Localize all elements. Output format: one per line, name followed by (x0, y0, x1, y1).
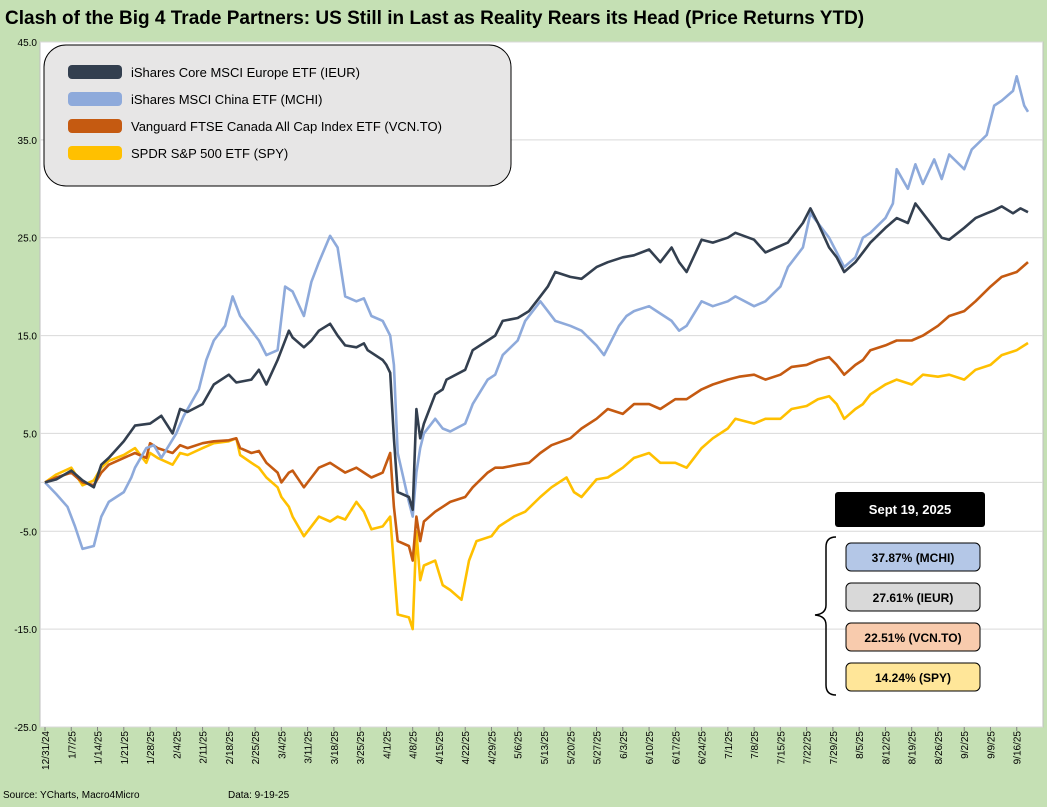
value-callout: Sept 19, 2025 37.87% (MCHI) 27.61% (IEUR) 2… (814, 492, 985, 696)
legend-label: iShares MSCI China ETF (MCHI) (131, 92, 322, 107)
value-badge (845, 662, 981, 692)
x-tick-label: 8/5/25 (855, 731, 866, 759)
y-tick-label: -25.0 (14, 723, 37, 734)
chart-title: Clash of the Big 4 Trade Partners: US St… (5, 8, 865, 29)
x-tick-label: 2/25/25 (251, 731, 262, 765)
x-tick-label: 5/20/25 (566, 731, 577, 765)
series-line-1 (44, 75, 1030, 551)
x-tick-label: 2/18/25 (225, 731, 236, 765)
series-line-2 (44, 261, 1029, 562)
x-tick-label: 4/15/25 (435, 731, 446, 765)
legend-label: iShares Core MSCI Europe ETF (IEUR) (131, 65, 360, 80)
brace (814, 536, 837, 696)
x-tick-label: 8/12/25 (881, 731, 892, 765)
value-badge (845, 582, 981, 612)
x-tick-label: 3/11/25 (304, 731, 315, 764)
x-axis: 12/31/24 1/7/25 1/14/25 1/21/25 1/28/25 2/4/2… (41, 727, 1024, 770)
legend-swatch (68, 65, 122, 79)
x-tick-label: 3/4/25 (277, 731, 288, 759)
data-date-note: Data: 9-19-25 (228, 790, 290, 801)
x-tick-label: 8/26/25 (934, 731, 945, 765)
x-tick-label: 3/25/25 (356, 731, 367, 765)
x-tick-label: 7/8/25 (750, 731, 761, 759)
y-tick-label: 45.0 (18, 38, 38, 49)
y-tick-label: 15.0 (18, 332, 38, 343)
value-badge (845, 542, 981, 572)
x-tick-label: 1/7/25 (67, 731, 78, 759)
x-tick-label: 4/29/25 (487, 731, 498, 765)
x-tick-label: 3/18/25 (330, 731, 341, 765)
y-tick-label: 35.0 (18, 136, 38, 147)
x-tick-label: 4/1/25 (382, 731, 393, 759)
x-tick-label: 1/21/25 (120, 731, 131, 765)
x-tick-label: 9/16/25 (1013, 731, 1024, 765)
x-tick-label: 5/27/25 (593, 731, 604, 765)
legend-swatch (68, 119, 122, 133)
x-tick-label: 6/10/25 (645, 731, 656, 765)
series-lines (44, 75, 1030, 631)
y-axis: 45.0 35.0 25.0 15.0 5.0 -5.0 -15.0 -25.0 (14, 38, 37, 734)
x-tick-label: 12/31/24 (41, 731, 52, 770)
legend-box (43, 44, 512, 187)
legend-swatch (68, 146, 122, 160)
y-tick-label: 25.0 (18, 234, 38, 245)
series-line-3 (44, 341, 1029, 631)
source-note: Source: YCharts, Macro4Micro (3, 790, 140, 801)
y-tick-label: -5.0 (20, 527, 38, 538)
x-tick-label: 5/13/25 (540, 731, 551, 765)
date-label: Sept 19, 2025 (869, 502, 951, 517)
x-tick-label: 5/6/25 (514, 731, 525, 759)
x-tick-label: 4/22/25 (461, 731, 472, 765)
x-tick-label: 7/22/25 (803, 731, 814, 765)
x-tick-label: 1/14/25 (94, 731, 105, 765)
value-badge (845, 622, 981, 652)
x-tick-label: 6/24/25 (698, 731, 709, 765)
legend-swatch (68, 92, 122, 106)
x-tick-label: 2/11/25 (199, 731, 210, 764)
x-tick-label: 6/3/25 (619, 731, 630, 759)
date-label-box (835, 492, 985, 527)
x-tick-label: 9/2/25 (960, 731, 971, 759)
value-badge-label: 37.87% (MCHI) (872, 551, 955, 565)
x-tick-label: 1/28/25 (146, 731, 157, 765)
x-tick-label: 7/15/25 (776, 731, 787, 765)
legend-label: SPDR S&P 500 ETF (SPY) (131, 146, 288, 161)
x-tick-label: 4/8/25 (409, 731, 420, 759)
x-tick-label: 6/17/25 (671, 731, 682, 765)
series-line-0 (44, 202, 1029, 512)
y-tick-label: -15.0 (14, 625, 37, 636)
value-badge-label: 27.61% (IEUR) (873, 591, 954, 605)
x-tick-label: 7/29/25 (829, 731, 840, 765)
legend: iShares Core MSCI Europe ETF (IEUR) iShar… (43, 44, 512, 187)
value-badge-label: 22.51% (VCN.TO) (864, 631, 961, 645)
x-tick-label: 8/19/25 (908, 731, 919, 765)
x-tick-label: 7/1/25 (724, 731, 735, 759)
y-tick-label: 5.0 (23, 429, 37, 440)
value-badge-label: 14.24% (SPY) (875, 671, 951, 685)
x-tick-label: 2/4/25 (172, 731, 183, 759)
x-tick-label: 9/9/25 (986, 731, 997, 759)
legend-label: Vanguard FTSE Canada All Cap Index ETF (… (131, 119, 442, 134)
